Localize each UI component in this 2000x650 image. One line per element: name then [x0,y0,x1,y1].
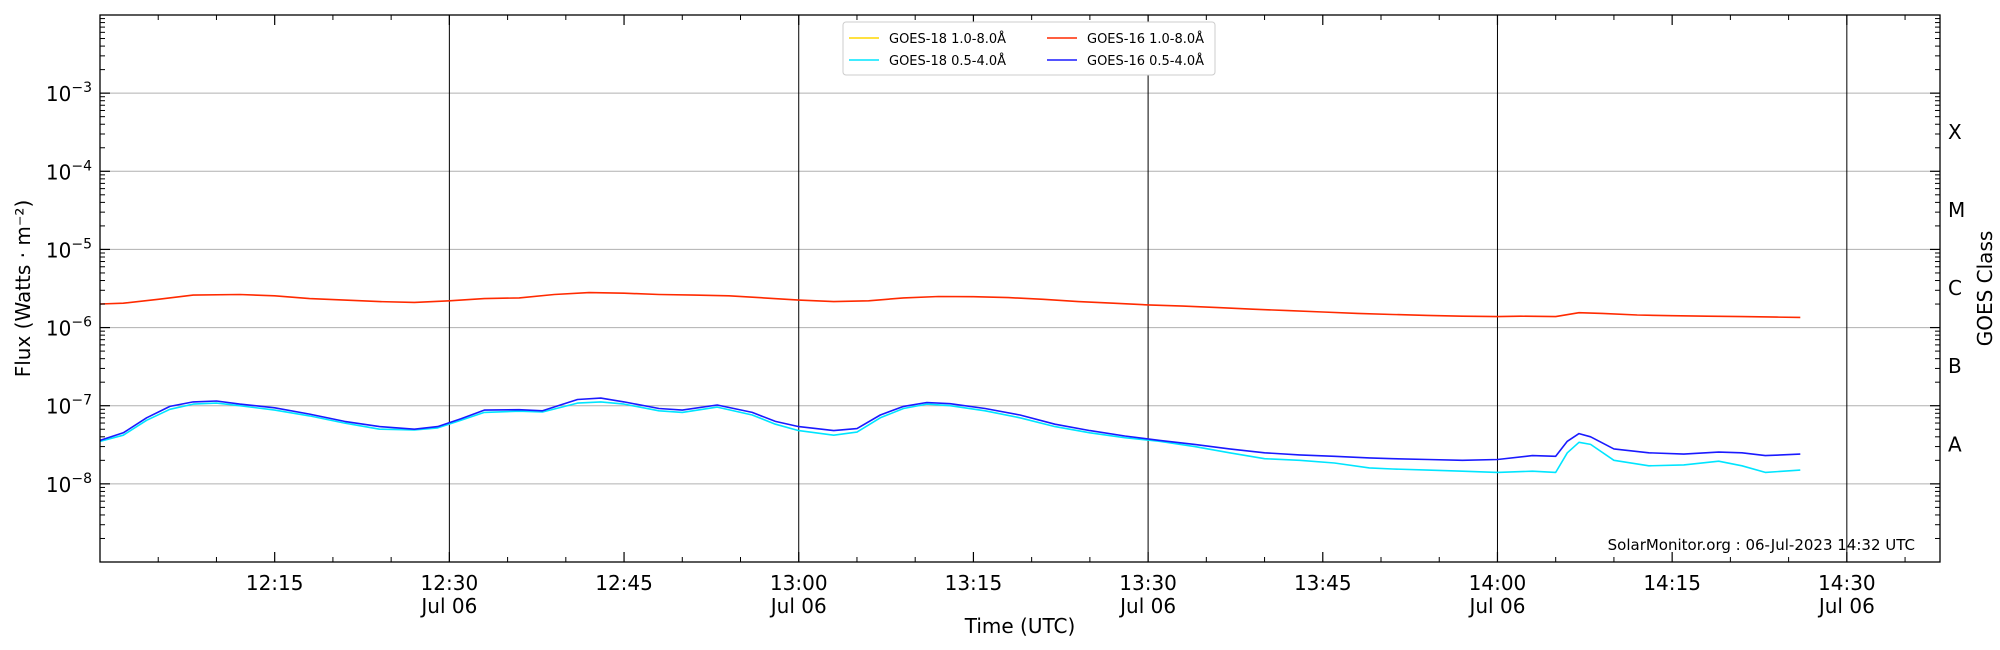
y-axis-title: Flux (Watts · m⁻²) [11,200,35,378]
goes-class-label: B [1948,354,1962,378]
legend: GOES-18 1.0-8.0Å GOES-18 0.5-4.0Å GOES-16 … [842,21,1216,76]
series-line-goes-16-0-5-4-0- [99,397,1801,462]
y-tick-label: 10−5 [46,236,92,262]
goes-class-axis-title: GOES Class [1973,231,1997,347]
x-tick-date-label: Jul 06 [1817,594,1875,618]
y-tick-label: 10−6 [46,315,92,341]
x-axis-title: Time (UTC) [964,614,1076,638]
legend-label: GOES-18 0.5-4.0Å [889,53,1006,69]
x-tick-label: 14:30 [1818,571,1876,595]
goes-class-label: M [1948,198,1965,222]
x-tick-date-label: Jul 06 [1118,594,1176,618]
x-tick-date-label: Jul 06 [1467,594,1525,618]
x-tick-label: 12:45 [595,571,653,595]
y-tick-label: 10−8 [46,471,92,497]
y-tick-label: 10−3 [46,80,92,106]
x-tick-label: 13:00 [770,571,828,595]
legend-label: GOES-18 1.0-8.0Å [889,31,1006,47]
goes-class-label: C [1948,276,1962,300]
x-tick-date-label: Jul 06 [769,594,827,618]
credit-text: SolarMonitor.org : 06-Jul-2023 14:32 UTC [1608,536,1915,554]
goes-class-label: A [1948,432,1962,456]
x-tick-label: 12:15 [246,571,304,595]
series-layer [99,291,1801,474]
x-tick-label: 13:45 [1294,571,1352,595]
plot-frame [99,14,1941,563]
series-line-goes-16-1-0-8-0- [99,291,1801,319]
y-tick-labels: 10−3 10−4 10−5 10−6 10−7 10−8 [46,80,92,497]
day-lines-layer [448,15,1848,562]
y-tick-label: 10−7 [46,393,92,419]
goes-class-label: X [1948,120,1962,144]
x-tick-label: 14:00 [1469,571,1527,595]
x-tick-label: 13:15 [945,571,1003,595]
x-tick-label: 13:30 [1119,571,1177,595]
y-tick-label: 10−4 [46,158,92,184]
x-tick-date-label: Jul 06 [419,594,477,618]
legend-label: GOES-16 1.0-8.0Å [1087,31,1204,47]
goes-class-labels: X M C B A [1948,120,1965,457]
tick-layer [100,15,1940,562]
x-tick-label: 14:15 [1643,571,1701,595]
x-tick-label: 12:30 [421,571,479,595]
grid-layer [100,92,1940,485]
legend-label: GOES-16 0.5-4.0Å [1087,53,1204,69]
legend-box [842,21,1216,76]
series-line-goes-18-0-5-4-0- [99,401,1801,474]
